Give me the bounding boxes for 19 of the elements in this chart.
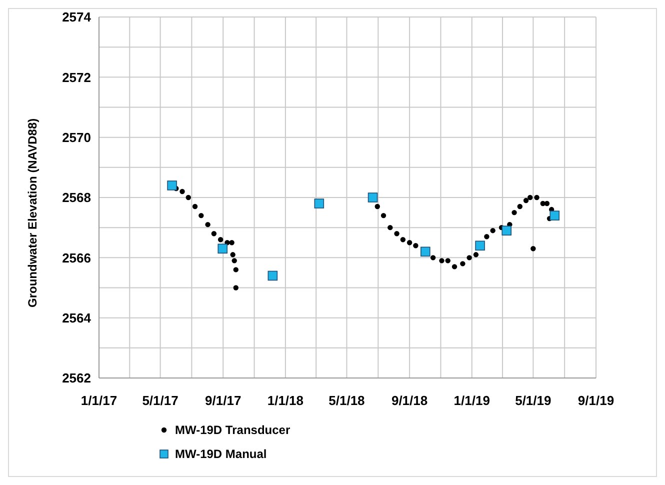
legend-label: MW-19D Manual xyxy=(175,446,267,463)
y-tick-label: 2570 xyxy=(62,130,91,145)
y-axis-title: Groundwater Elevation (NAVD88) xyxy=(25,118,40,308)
y-tick-label: 2562 xyxy=(62,370,91,386)
y-tick-label: 2568 xyxy=(62,190,91,206)
y-tick-label: 2572 xyxy=(62,70,91,85)
x-tick-label: 1/1/19 xyxy=(454,393,490,408)
x-tick-label: 1/1/17 xyxy=(80,393,118,408)
x-tick-label: 9/1/18 xyxy=(391,393,428,408)
x-tick-label: 9/1/19 xyxy=(578,393,614,408)
y-tick-label: 2574 xyxy=(62,10,92,25)
x-tick-label: 5/1/18 xyxy=(328,393,365,408)
x-tick-label: 5/1/19 xyxy=(515,393,552,408)
y-tick-label: 2564 xyxy=(62,310,92,326)
legend-label: MW-19D Transducer xyxy=(175,422,290,439)
x-tick-label: 1/1/18 xyxy=(267,393,304,408)
y-tick-label: 2566 xyxy=(62,250,91,266)
x-tick-label: 9/1/17 xyxy=(205,393,242,408)
x-tick-label: 5/1/17 xyxy=(142,393,178,408)
